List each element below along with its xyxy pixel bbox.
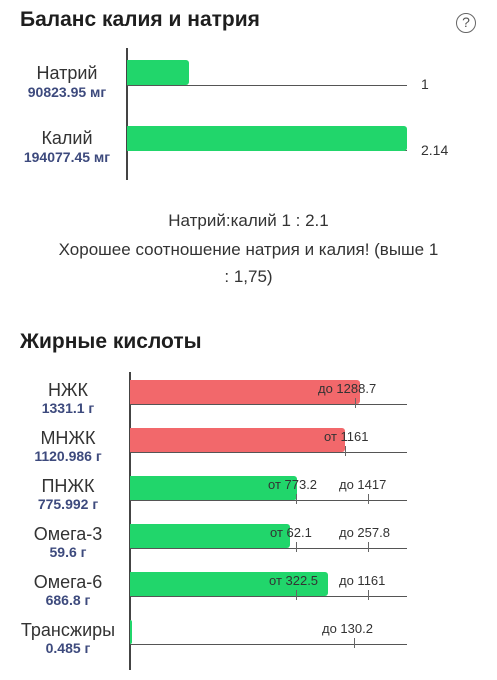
sodium-bar [127, 60, 189, 85]
potassium-amount: 194077.45 мг [23, 149, 111, 165]
fa-axis [129, 372, 131, 670]
fatty-acid-label-block: Омега-6 686.8 г [8, 572, 128, 608]
fatty-acid-baseline [130, 452, 407, 453]
limit-tick [368, 494, 369, 504]
fatty-acid-label-block: Омега-3 59.6 г [8, 524, 128, 560]
fatty-acid-name: Трансжиры [20, 620, 116, 640]
limit-tick [368, 590, 369, 600]
fatty-acid-bar [130, 572, 328, 596]
fatty-acid-bar [130, 524, 290, 548]
fatty-acid-label-block: МНЖК 1120.986 г [8, 428, 128, 464]
limit-tick [354, 638, 355, 648]
ratio-note-line2: : 1,75) [224, 267, 273, 286]
limit-marker: от 773.2 [268, 477, 318, 492]
limit-tick [296, 494, 297, 504]
help-icon[interactable]: ? [456, 13, 476, 33]
potassium-label: Калий [41, 128, 93, 148]
limit-tick [368, 542, 369, 552]
ratio-note-line1: Хорошее соотношение натрия и калия! (выш… [58, 240, 439, 259]
limit-tick [355, 398, 356, 408]
sodium-amount: 90823.95 мг [27, 84, 107, 100]
potassium-ratio: 2.14 [421, 142, 449, 158]
fatty-acid-baseline [130, 596, 407, 597]
fatty-acid-baseline [130, 548, 407, 549]
limit-marker: до 1417 [339, 477, 387, 492]
fatty-acid-bar [130, 476, 297, 500]
fatty-acid-amount: 686.8 г [45, 592, 91, 608]
fatty-acid-label-block: ПНЖК 775.992 г [8, 476, 128, 512]
limit-tick [345, 446, 346, 456]
fatty-acid-amount: 59.6 г [49, 544, 87, 560]
sodium-label: Натрий [36, 63, 98, 83]
fatty-acid-baseline [130, 644, 407, 645]
sodium-ratio: 1 [421, 76, 429, 92]
fatty-acid-label-block: НЖК 1331.1 г [8, 380, 128, 416]
fatty-acid-amount: 0.485 г [45, 640, 91, 656]
fatty-acid-baseline [130, 404, 407, 405]
fatty-acids-title: Жирные кислоты [20, 330, 202, 353]
ps-axis [126, 48, 128, 180]
limit-marker: от 322.5 [269, 573, 319, 588]
limit-marker: до 1161 [339, 573, 386, 588]
fatty-acid-bar [130, 380, 360, 404]
sodium-row: Натрий 90823.95 мг [8, 63, 126, 101]
limit-marker: до 257.8 [339, 525, 390, 540]
limit-tick [296, 590, 297, 600]
potassium-bar [127, 126, 407, 151]
fatty-acid-amount: 1120.986 г [34, 448, 102, 464]
fatty-acid-name: МНЖК [40, 428, 96, 448]
fatty-acid-baseline [130, 500, 407, 501]
limit-marker: до 130.2 [322, 621, 373, 636]
limit-marker: от 1161 [324, 429, 369, 444]
fatty-acid-name: Омега-6 [33, 572, 103, 592]
fatty-acid-amount: 775.992 г [37, 496, 99, 512]
limit-tick [296, 542, 297, 552]
fatty-acid-name: НЖК [47, 380, 89, 400]
limit-marker: до 1288.7 [318, 381, 377, 396]
potassium-row: Калий 194077.45 мг [8, 128, 126, 166]
fatty-acid-bar [130, 428, 345, 452]
fatty-acid-name: Омега-3 [33, 524, 103, 544]
fatty-acid-name: ПНЖК [41, 476, 95, 496]
fatty-acid-label-block: Трансжиры 0.485 г [8, 620, 128, 656]
potassium-sodium-title: Баланс калия и натрия [20, 8, 260, 31]
fatty-acid-bar [130, 620, 132, 644]
limit-marker: от 62.1 [270, 525, 312, 540]
ratio-text: Натрий:калий 1 : 2.1 [168, 211, 329, 230]
fatty-acid-amount: 1331.1 г [41, 400, 95, 416]
